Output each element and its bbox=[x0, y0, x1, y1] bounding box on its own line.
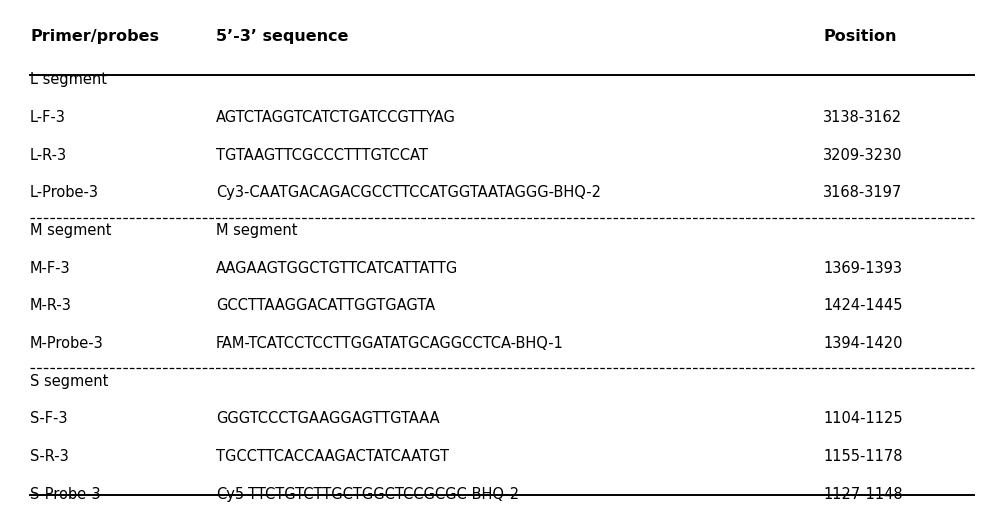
Text: 3209-3230: 3209-3230 bbox=[822, 148, 902, 163]
Text: S-Probe-3: S-Probe-3 bbox=[30, 487, 100, 502]
Text: M segment: M segment bbox=[216, 223, 297, 238]
Text: 1369-1393: 1369-1393 bbox=[822, 261, 902, 276]
Text: Cy3-CAATGACAGACGCCTTCCATGGTAATAGGG-BHQ-2: Cy3-CAATGACAGACGCCTTCCATGGTAATAGGG-BHQ-2 bbox=[216, 185, 600, 200]
Text: L-R-3: L-R-3 bbox=[30, 148, 67, 163]
Text: 1424-1445: 1424-1445 bbox=[822, 298, 902, 313]
Text: TGCCTTCACCAAGACTATCAATGT: TGCCTTCACCAAGACTATCAATGT bbox=[216, 449, 448, 464]
Text: M-F-3: M-F-3 bbox=[30, 261, 70, 276]
Text: M-R-3: M-R-3 bbox=[30, 298, 72, 313]
Text: 1394-1420: 1394-1420 bbox=[822, 336, 902, 351]
Text: M segment: M segment bbox=[30, 223, 111, 238]
Text: M-Probe-3: M-Probe-3 bbox=[30, 336, 103, 351]
Text: GGGTCCCTGAAGGAGTTGTAAA: GGGTCCCTGAAGGAGTTGTAAA bbox=[216, 411, 439, 426]
Text: FAM-TCATCCTCCTTGGATATGCAGGCCTCA-BHQ-1: FAM-TCATCCTCCTTGGATATGCAGGCCTCA-BHQ-1 bbox=[216, 336, 563, 351]
Text: L segment: L segment bbox=[30, 72, 107, 87]
Text: L-F-3: L-F-3 bbox=[30, 110, 66, 125]
Text: AGTCTAGGTCATCTGATCCGTTYAG: AGTCTAGGTCATCTGATCCGTTYAG bbox=[216, 110, 455, 125]
Text: Position: Position bbox=[822, 28, 896, 44]
Text: GCCTTAAGGACATTGGTGAGTA: GCCTTAAGGACATTGGTGAGTA bbox=[216, 298, 434, 313]
Text: L-Probe-3: L-Probe-3 bbox=[30, 185, 99, 200]
Text: 3138-3162: 3138-3162 bbox=[822, 110, 902, 125]
Text: S-R-3: S-R-3 bbox=[30, 449, 69, 464]
Text: TGTAAGTTCGCCCTTTGTCCAT: TGTAAGTTCGCCCTTTGTCCAT bbox=[216, 148, 427, 163]
Text: AAGAAGTGGCTGTTCATCATTATTG: AAGAAGTGGCTGTTCATCATTATTG bbox=[216, 261, 457, 276]
Text: 5’-3’ sequence: 5’-3’ sequence bbox=[216, 28, 348, 44]
Text: Primer/probes: Primer/probes bbox=[30, 28, 158, 44]
Text: 1127-1148: 1127-1148 bbox=[822, 487, 902, 502]
Text: 3168-3197: 3168-3197 bbox=[822, 185, 902, 200]
Text: S-F-3: S-F-3 bbox=[30, 411, 67, 426]
Text: S segment: S segment bbox=[30, 374, 108, 389]
Text: 1155-1178: 1155-1178 bbox=[822, 449, 902, 464]
Text: 1104-1125: 1104-1125 bbox=[822, 411, 902, 426]
Text: Cy5-TTCTGTCTTGCTGGCTCCGCGC-BHQ-2: Cy5-TTCTGTCTTGCTGGCTCCGCGC-BHQ-2 bbox=[216, 487, 519, 502]
